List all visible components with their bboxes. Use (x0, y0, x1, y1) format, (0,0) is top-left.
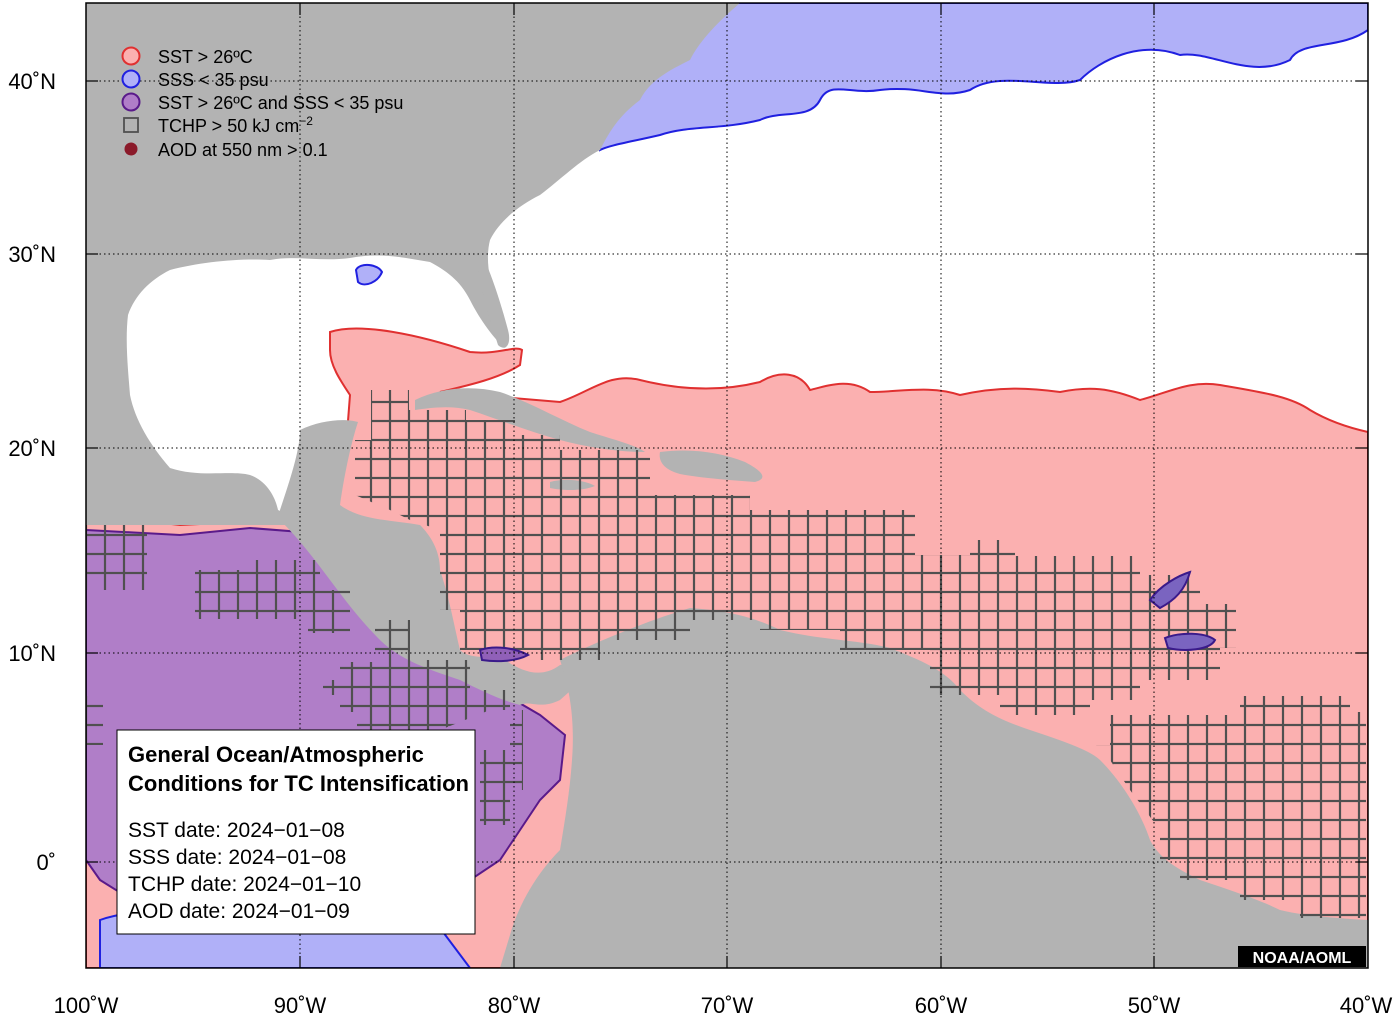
x-tick-label-100w: 100˚W (54, 993, 119, 1018)
info-title-line1: General Ocean/Atmospheric (128, 742, 424, 767)
y-tick-label-40n: 40˚N (8, 69, 56, 94)
credit-text: NOAA/AOML (1253, 950, 1352, 967)
sst-date: SST date: 2024−01−08 (128, 819, 345, 842)
tchp-grid (86, 390, 1366, 918)
y-tick-label-20n: 20˚N (8, 436, 56, 461)
legend-sst-swatch (121, 46, 141, 66)
land-florida-peninsula (478, 250, 510, 348)
legend-sss-swatch (121, 69, 141, 89)
legend-sss-label: SSS < 35 psu (158, 70, 269, 90)
legend-tchp-superscript: −2 (299, 114, 313, 128)
land-cuba (415, 388, 645, 452)
x-tick-label-90w: 90˚W (274, 993, 327, 1018)
tchp-pacific-b (195, 560, 350, 633)
legend: SST > 26ºC SSS < 35 psu SST > 26ºC and S… (121, 46, 403, 160)
legend-aod-label: AOD at 550 nm > 0.1 (158, 140, 328, 160)
info-title-line2: Conditions for TC Intensification (128, 771, 469, 796)
sst-sss-patch-caribbean-1 (1148, 570, 1192, 610)
y-axis-labels: 40˚N 30˚N 20˚N 10˚N 0˚ (8, 69, 56, 875)
sst-sss-patch-caribbean-2 (1163, 632, 1217, 651)
land-north-america (86, 3, 740, 525)
x-axis-labels: 100˚W 90˚W 80˚W 70˚W 60˚W 50˚W 40˚W (54, 993, 1393, 1018)
aod-date: AOD date: 2024−01−09 (128, 900, 350, 923)
graticule (86, 3, 1368, 968)
sss-patch-gulf (354, 264, 384, 286)
y-tick-label-10n: 10˚N (8, 641, 56, 666)
tchp-pacific-a (86, 525, 147, 590)
credit-background (1238, 946, 1366, 967)
tchp-atlantic-east (1096, 696, 1366, 918)
x-tick-label-70w: 70˚W (701, 993, 754, 1018)
land-south-america (500, 608, 1368, 968)
x-tick-label-40w: 40˚W (1340, 993, 1393, 1018)
legend-aod-swatch (124, 142, 138, 156)
tchp-pacific-c (323, 620, 523, 825)
sss-region-north (599, 3, 1368, 152)
sss-date: SSS date: 2024−01−08 (128, 846, 346, 869)
legend-sst-label: SST > 26ºC (158, 47, 253, 67)
y-tick-label-0: 0˚ (36, 850, 56, 875)
info-box-background (116, 729, 476, 935)
tchp-caribbean (355, 390, 1236, 715)
legend-tchp-swatch (123, 117, 139, 133)
tchp-date: TCHP date: 2024−01−10 (128, 873, 361, 896)
sst-sss-patch-panama (478, 646, 531, 663)
x-tick-label-80w: 80˚W (488, 993, 541, 1018)
y-tick-label-30n: 30˚N (8, 242, 56, 267)
x-tick-label-50w: 50˚W (1128, 993, 1181, 1018)
tick-marks (86, 3, 1368, 968)
legend-tchp-label: TCHP > 50 kJ cm−2 (158, 114, 313, 136)
tchp-pacific-d (86, 696, 103, 745)
info-box: General Ocean/Atmospheric Conditions for… (116, 729, 476, 935)
land-hispaniola (659, 450, 763, 482)
legend-tchp-text: TCHP > 50 kJ cm (158, 116, 299, 136)
legend-both-label: SST > 26ºC and SSS < 35 psu (158, 93, 403, 113)
credit-badge: NOAA/AOML (1238, 946, 1366, 967)
x-tick-label-60w: 60˚W (915, 993, 968, 1018)
legend-both-swatch (121, 92, 141, 112)
